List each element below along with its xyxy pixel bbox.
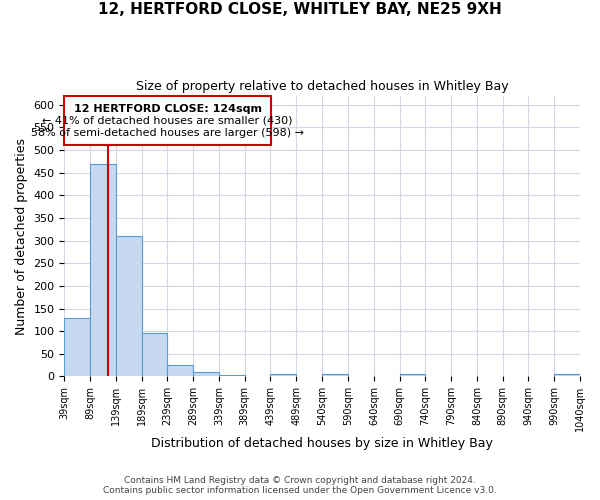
Bar	[116, 236, 142, 376]
Bar	[554, 374, 580, 376]
Bar	[193, 372, 219, 376]
Bar	[64, 318, 90, 376]
Text: Contains HM Land Registry data © Crown copyright and database right 2024.
Contai: Contains HM Land Registry data © Crown c…	[103, 476, 497, 495]
Bar	[271, 374, 296, 376]
Text: 12, HERTFORD CLOSE, WHITLEY BAY, NE25 9XH: 12, HERTFORD CLOSE, WHITLEY BAY, NE25 9X…	[98, 2, 502, 18]
Bar	[322, 374, 348, 376]
Bar	[64, 96, 271, 146]
Bar	[219, 375, 245, 376]
Bar	[400, 374, 425, 376]
Y-axis label: Number of detached properties: Number of detached properties	[15, 138, 28, 334]
Bar	[167, 365, 193, 376]
Bar	[90, 164, 116, 376]
Text: 12 HERTFORD CLOSE: 124sqm: 12 HERTFORD CLOSE: 124sqm	[74, 104, 262, 114]
Text: ← 41% of detached houses are smaller (430): ← 41% of detached houses are smaller (43…	[43, 116, 293, 126]
Title: Size of property relative to detached houses in Whitley Bay: Size of property relative to detached ho…	[136, 80, 509, 93]
Bar	[142, 333, 167, 376]
X-axis label: Distribution of detached houses by size in Whitley Bay: Distribution of detached houses by size …	[151, 437, 493, 450]
Text: 58% of semi-detached houses are larger (598) →: 58% of semi-detached houses are larger (…	[31, 128, 304, 138]
